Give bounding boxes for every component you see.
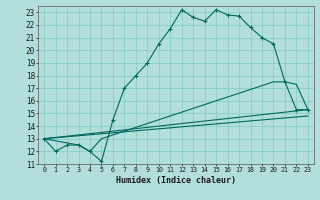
X-axis label: Humidex (Indice chaleur): Humidex (Indice chaleur) xyxy=(116,176,236,185)
